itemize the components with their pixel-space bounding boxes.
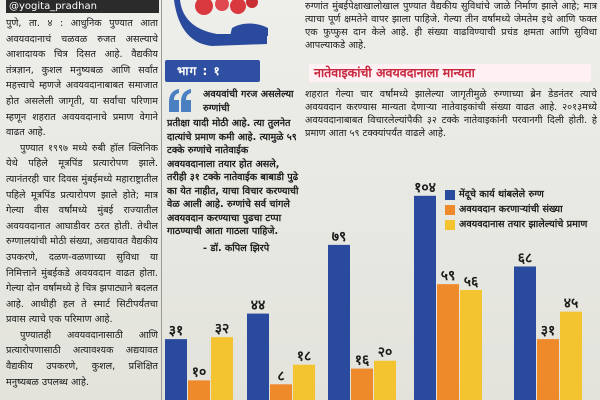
mid-right-article: शहरात गेल्या चार वर्षांमध्ये झालेल्या जा… [305, 88, 597, 140]
bar-value-label: ३२ [215, 321, 230, 337]
legend-item: अवयवदान करणाऱ्यांची संख्या [445, 203, 597, 216]
bar-5-series-2 [537, 339, 559, 400]
bar-value-label: ४५ [564, 296, 579, 312]
legend-swatch [445, 190, 455, 200]
legend-item: मेंदूचे कार्य थांबलेले रुग्ण [445, 188, 597, 201]
part-badge: भाग : १ [165, 60, 260, 82]
hands-with-hearts-logo [174, 0, 268, 46]
column-divider [161, 0, 162, 400]
bar-4-series-3 [460, 290, 482, 400]
left-paragraph-3: पुण्यातही अवयवदानासाठी आणि प्रत्यारोपणास… [6, 329, 158, 388]
legend-item: अवयवदानास तयार झालेल्यांचे प्रमाण [445, 218, 597, 231]
bar-3-series-1 [328, 244, 350, 400]
bar-3-series-3 [374, 360, 396, 400]
quote-text-body: प्रतीक्षा यादी मोठी आहे. त्या तुलनेत दात… [167, 118, 299, 237]
bar-value-label: ८ [277, 368, 284, 384]
section-subheading: नातेवाइकांची अवयवदानाला मान्यता [309, 64, 591, 82]
bar-value-label: १६ [355, 353, 370, 369]
left-paragraph-2: पुण्यात १९९७ मध्ये रुबी हॉल क्लिनिक येथे… [6, 142, 158, 326]
bar-1-series-2 [188, 380, 210, 400]
bar-value-label: ५९ [441, 268, 456, 284]
bar-2-series-3 [293, 364, 315, 400]
legend-label: अवयवदानास तयार झालेल्यांचे प्रमाण [459, 219, 588, 230]
pull-quote: अवयवांची गरज असलेल्या रुग्णांची प्रतीक्ष… [167, 88, 299, 254]
bar-value-label: ७९ [332, 229, 347, 245]
mid-right-paragraph: शहरात गेल्या चार वर्षांमध्ये झालेल्या जा… [305, 89, 597, 139]
bar-value-label: १८ [297, 349, 312, 365]
legend-label: मेंदूचे कार्य थांबलेले रुग्ण [459, 189, 544, 200]
bar-2-series-2 [270, 384, 292, 400]
bar-value-label: ३१ [169, 323, 184, 339]
legend-swatch [445, 220, 455, 230]
bar-1-series-1 [165, 339, 187, 400]
bar-1-series-3 [211, 337, 233, 400]
bar-5-series-3 [560, 311, 582, 400]
bar-value-label: १० [192, 364, 207, 380]
quote-text-lead: अवयवांची गरज असलेल्या रुग्णांची [203, 89, 294, 114]
bar-value-label: २० [378, 345, 393, 361]
top-right-article: रुग्णांत मुंबईपेक्षाखालोखाल पुण्यात वैद्… [305, 0, 597, 52]
bar-3-series-2 [351, 368, 373, 400]
bar-4-series-1 [414, 195, 436, 400]
chart-legend: मेंदूचे कार्य थांबलेले रुग्ण अवयवदान करणा… [445, 188, 597, 233]
quote-attribution: - डॉ. कपिल झिरपे [203, 242, 270, 254]
quote-mark-icon [169, 89, 191, 112]
twitter-byline: @yogita_pradhan [6, 0, 159, 13]
bar-value-label: ३१ [541, 323, 556, 339]
bar-value-label: ४४ [251, 298, 266, 314]
legend-label: अवयवदान करणाऱ्यांची संख्या [459, 204, 563, 215]
legend-swatch [445, 205, 455, 215]
bar-4-series-2 [437, 284, 459, 400]
organ-donation-bar-chart: ३१ ४४ ७९ १०४ ६८ १० ८ १६ ५९ ३१ ३२ १८ २० ५६ ४५ [165, 180, 582, 400]
left-article-column: पुणे, ता. ४ : आधुनिक पुण्यात आता अवयवदान… [6, 16, 158, 400]
bar-2-series-1 [247, 313, 269, 400]
left-paragraph-1: पुणे, ता. ४ : आधुनिक पुण्यात आता अवयवदान… [6, 18, 158, 139]
bar-5-series-1 [514, 266, 536, 400]
bar-value-label: १०४ [414, 180, 436, 196]
bar-value-label: ५६ [464, 274, 479, 290]
top-right-paragraph: रुग्णांत मुंबईपेक्षाखालोखाल पुण्यात वैद्… [305, 1, 597, 51]
bar-value-label: ६८ [518, 250, 533, 266]
